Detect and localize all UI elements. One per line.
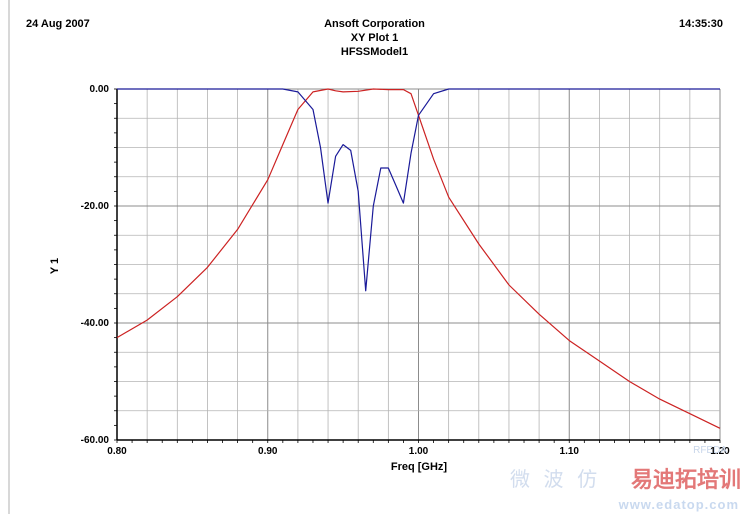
tick-labels: 0.80 0.90 1.00 1.10 1.20 0.00 -20.00 -40.00 -60.… — [81, 84, 731, 457]
x-tick-label: 1.00 — [409, 446, 429, 457]
x-axis-label: Freq [GHz] — [391, 461, 448, 473]
y-tick-label: 0.00 — [90, 84, 110, 95]
x-tick-label: 0.80 — [107, 446, 127, 457]
y-tick-label: -60.00 — [81, 435, 110, 446]
model-name: HFSSModel1 — [340, 46, 409, 58]
axes — [114, 88, 721, 443]
x-tick-label: 1.20 — [710, 446, 730, 457]
watermark-brand: 易迪拓培训 — [630, 467, 741, 492]
y-axis-label: Y 1 — [49, 258, 61, 274]
series-line-blue — [117, 88, 720, 292]
report-time: 14:35:30 — [678, 18, 723, 30]
y-tick-label: -20.00 — [81, 201, 110, 212]
watermark-rf: RFEDA — [693, 445, 727, 456]
grid — [116, 88, 721, 441]
company-name: Ansoft Corporation — [324, 18, 425, 30]
plot-name: XY Plot 1 — [350, 32, 399, 44]
x-tick-label: 0.90 — [258, 446, 278, 457]
x-tick-label: 1.10 — [560, 446, 580, 457]
plot-window — [8, 0, 749, 514]
report-date: 24 Aug 2007 — [26, 18, 90, 30]
watermark-site: www.edatop.com — [618, 497, 739, 512]
series-lines — [116, 88, 721, 429]
series-line-red — [116, 88, 721, 429]
watermark-cn: 微 波 仿 — [510, 469, 602, 491]
y-tick-label: -40.00 — [81, 318, 110, 329]
